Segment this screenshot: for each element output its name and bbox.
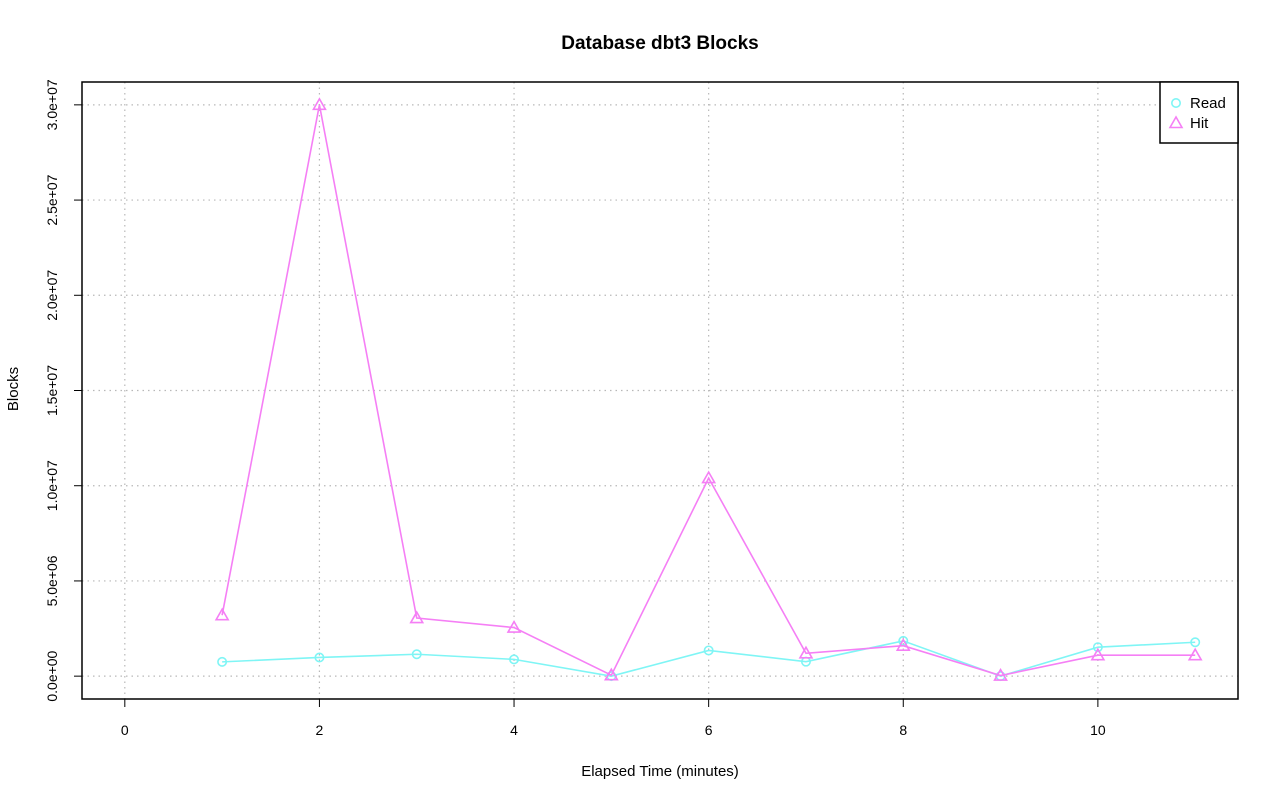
chart-title: Database dbt3 Blocks	[561, 33, 758, 54]
point-hit	[1187, 647, 1203, 661]
axes: 0 2 4 6 8 10 0.0e+00 5.0e+06 1.0e+07 1.5e+07 2.0e+…	[44, 79, 1106, 738]
point-hit	[1090, 647, 1106, 661]
series-line-hit	[221, 104, 1196, 677]
point-read	[703, 645, 714, 656]
point-hit	[798, 645, 814, 659]
point-hit	[506, 619, 522, 633]
plot-frame	[81, 81, 1239, 700]
point-hit	[701, 470, 717, 484]
series-hit	[214, 97, 1203, 681]
point-read	[314, 652, 325, 663]
legend: Read Hit	[1159, 81, 1239, 144]
point-hit	[409, 610, 425, 624]
y-tick-label: 0.0e+00	[44, 650, 60, 701]
point-hit	[603, 667, 619, 681]
legend-box	[1159, 81, 1239, 144]
point-read	[1190, 637, 1201, 648]
y-tick-label: 1.0e+07	[44, 460, 60, 511]
point-hit	[895, 638, 911, 651]
y-tick-label: 1.5e+07	[44, 365, 60, 416]
legend-label-read: Read	[1190, 95, 1226, 112]
x-tick-label: 6	[705, 722, 713, 738]
x-tick-label: 0	[121, 722, 129, 738]
y-tick-label: 5.0e+06	[44, 555, 60, 606]
legend-marker-hit	[1168, 115, 1184, 129]
x-tick-label: 10	[1090, 722, 1106, 738]
legend-label-hit: Hit	[1190, 115, 1209, 132]
x-tick-label: 8	[899, 722, 907, 738]
point-hit	[214, 607, 230, 621]
y-axis-label: Blocks	[5, 367, 22, 411]
grid	[82, 82, 1238, 699]
point-read	[509, 654, 520, 665]
point-read	[217, 656, 228, 667]
y-tick-label: 2.5e+07	[44, 174, 60, 225]
series-layer	[214, 97, 1203, 682]
y-tick-label: 3.0e+07	[44, 79, 60, 130]
legend-marker-read	[1171, 98, 1182, 109]
x-axis-label: Elapsed Time (minutes)	[581, 763, 739, 780]
point-read	[411, 649, 422, 660]
point-read	[1092, 642, 1103, 653]
x-tick-label: 2	[316, 722, 324, 738]
x-tick-label: 4	[510, 722, 518, 738]
series-line-read	[222, 640, 1196, 677]
point-hit	[312, 97, 327, 111]
point-hit	[993, 667, 1008, 681]
y-tick-label: 2.0e+07	[44, 270, 60, 321]
